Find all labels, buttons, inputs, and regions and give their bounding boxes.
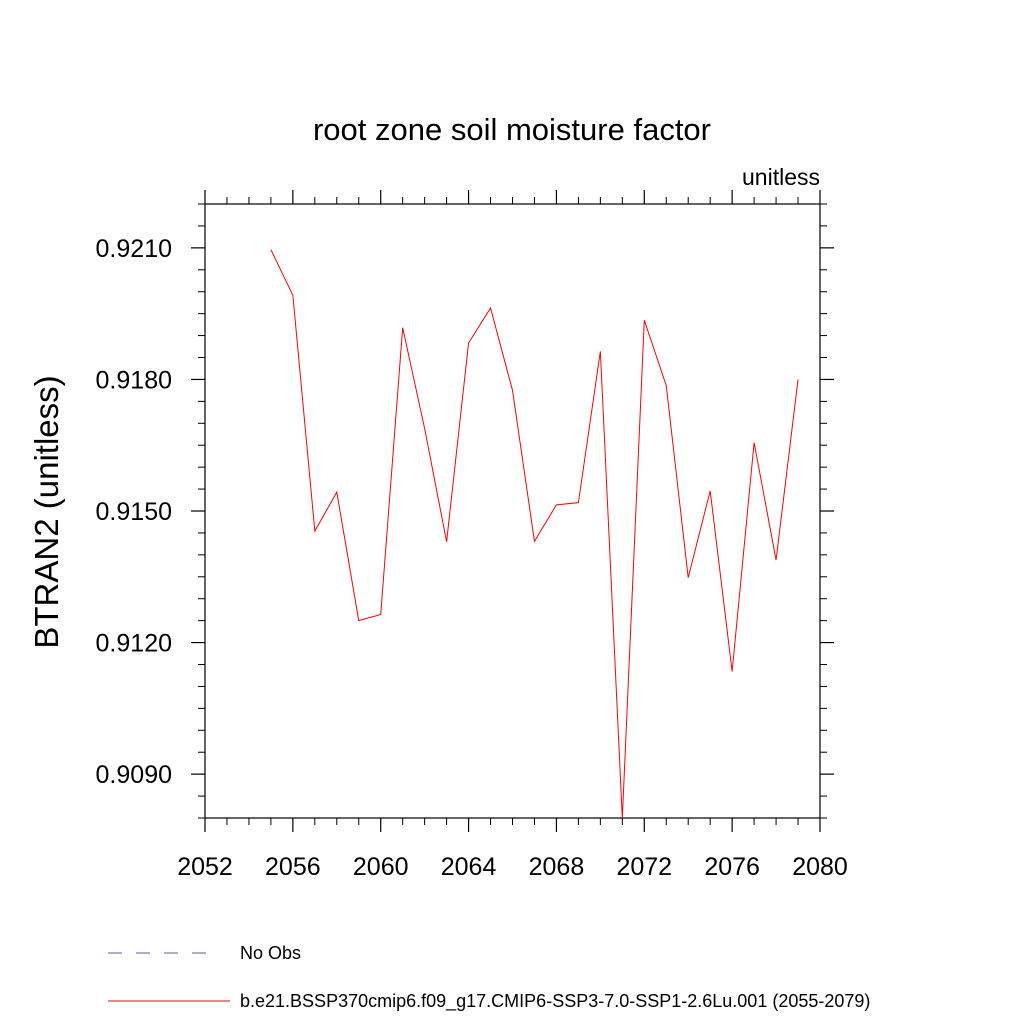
- y-axis: 0.9090 0.9120 0.9150 0.9180 0.9210: [96, 203, 834, 819]
- x-tick-label: 2060: [353, 853, 409, 881]
- chart-title: root zone soil moisture factor: [313, 112, 711, 147]
- legend-label-no-obs: No Obs: [240, 943, 301, 963]
- x-tick-label: 2080: [792, 853, 848, 881]
- x-tick-label: 2076: [704, 853, 760, 881]
- series-line: [270, 249, 799, 819]
- y-tick-label: 0.9180: [96, 366, 172, 394]
- legend: No Obs b.e21.BSSP370cmip6.f09_g17.CMIP6-…: [108, 943, 870, 1012]
- x-tick-label: 2064: [441, 853, 497, 881]
- y-tick-label: 0.9090: [96, 761, 172, 789]
- x-tick-label: 2052: [177, 853, 233, 881]
- plot-frame: [204, 203, 821, 819]
- x-tick-label: 2072: [616, 853, 672, 881]
- y-axis-label: BTRAN2 (unitless): [28, 375, 65, 648]
- x-tick-label: 2056: [265, 853, 321, 881]
- y-tick-label: 0.9120: [96, 630, 172, 658]
- x-axis: 2052 2056 2060 2064 2068 2072 2076 2080: [177, 190, 848, 881]
- legend-label-model-run: b.e21.BSSP370cmip6.f09_g17.CMIP6-SSP3-7.…: [240, 991, 870, 1012]
- units-label: unitless: [742, 164, 820, 190]
- x-tick-label: 2068: [529, 853, 585, 881]
- y-tick-label: 0.9150: [96, 498, 172, 526]
- series-layer: [270, 249, 799, 819]
- y-tick-label: 0.9210: [96, 235, 172, 263]
